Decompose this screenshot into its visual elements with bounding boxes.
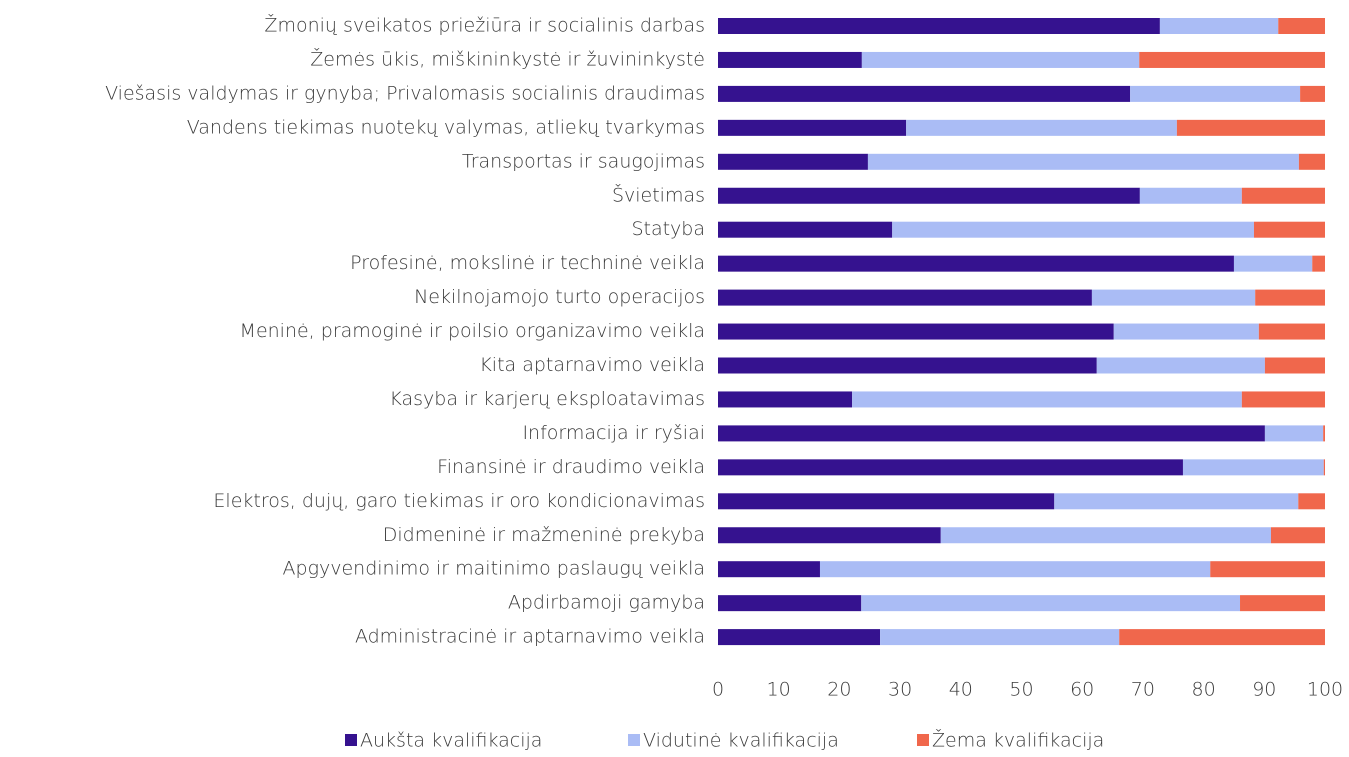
bar-segment <box>1240 595 1325 612</box>
y-tick-label: Kita aptarnavimo veikla <box>479 354 705 376</box>
y-tick-label: Nekilnojamojo turto operacijos <box>414 286 705 308</box>
bar-segment <box>718 187 1140 204</box>
bar-segment <box>906 119 1177 136</box>
bar-segment <box>1159 18 1279 34</box>
bar-segment <box>718 357 1097 374</box>
bar-segment <box>940 527 1271 544</box>
x-tick-label: 30 <box>888 679 912 701</box>
bar-segment <box>1264 425 1324 442</box>
bar-segment <box>1233 255 1313 272</box>
bar-segment <box>1255 289 1325 306</box>
bar-segment <box>718 153 868 170</box>
bar-segment <box>892 221 1254 238</box>
bar-segment <box>1278 18 1325 34</box>
bar-segment <box>1091 289 1256 306</box>
bar-segment <box>1054 493 1299 510</box>
legend-label: Žema kvalifikacija <box>932 729 1104 752</box>
bar-segment <box>718 18 1160 34</box>
x-tick-label: 40 <box>949 679 973 701</box>
legend-label: Vidutinė kvalifikacija <box>643 730 839 752</box>
bar-segment <box>718 221 893 238</box>
bar-segment <box>1323 459 1325 476</box>
x-tick-label: 20 <box>827 679 851 701</box>
y-tick-label: Apgyvendinimo ir maitinimo paslaugų veik… <box>283 558 705 580</box>
bar-segment <box>1096 357 1265 374</box>
bar-segment <box>1139 187 1242 204</box>
x-tick-label: 70 <box>1131 679 1155 701</box>
y-tick-label: Viešasis valdymas ir gynyba; Privalomasi… <box>105 82 705 104</box>
legend-swatch <box>345 734 357 746</box>
legend-label: Aukšta kvalifikacija <box>360 730 542 752</box>
y-tick-label: Administracinė ir aptarnavimo veikla <box>355 626 705 648</box>
y-tick-label: Kasyba ir karjerų eksploatavimas <box>389 388 705 410</box>
y-tick-label: Meninė, pramoginė ir poilsio organizavim… <box>240 320 705 342</box>
bar-segment <box>718 85 1131 102</box>
bar-segment <box>1323 425 1325 442</box>
x-tick-label: 90 <box>1252 679 1276 701</box>
bar-segment <box>718 527 941 544</box>
bar-segment <box>1176 119 1325 136</box>
bar-segment <box>1298 493 1325 510</box>
y-tick-label: Žmonių sveikatos priežiūra ir socialinis… <box>264 14 705 37</box>
bar-segment <box>1139 51 1325 68</box>
x-tick-label: 100 <box>1307 679 1343 701</box>
y-tick-label: Transportas ir saugojimas <box>462 150 705 172</box>
bar-segment <box>852 391 1242 408</box>
x-tick-label: 10 <box>767 679 791 701</box>
legend-swatch <box>628 734 640 746</box>
bar-segment <box>861 595 1241 612</box>
y-tick-label: Vandens tiekimas nuotekų valymas, atliek… <box>187 116 705 138</box>
bar-segment <box>1300 85 1325 102</box>
bar-segment <box>819 561 1211 578</box>
y-tick-label: Statyba <box>631 218 705 240</box>
bar-segment <box>1241 187 1325 204</box>
bar-segment <box>718 323 1114 340</box>
y-tick-label: Apdirbamoji gamyba <box>508 592 705 614</box>
y-tick-label: Finansinė ir draudimo veikla <box>437 456 705 478</box>
x-tick-label: 50 <box>1009 679 1033 701</box>
bar-segment <box>1258 323 1325 340</box>
bar-segment <box>718 629 881 646</box>
bar-segment <box>718 595 862 612</box>
bar-segment <box>718 459 1183 476</box>
bar-segment <box>861 51 1140 68</box>
bar-segment <box>718 391 853 408</box>
bar-segment <box>1312 255 1325 272</box>
bar-segment <box>867 153 1299 170</box>
y-tick-label: Švietimas <box>612 182 705 206</box>
bar-segment <box>1253 221 1325 238</box>
bar-segment <box>880 629 1120 646</box>
bar-segment <box>718 289 1092 306</box>
bar-segment <box>718 119 907 136</box>
bar-segment <box>1119 629 1325 646</box>
bar-segment <box>718 51 862 68</box>
x-tick-label: 80 <box>1192 679 1216 701</box>
bar-segment <box>1241 391 1325 408</box>
bar-segment <box>718 425 1265 442</box>
y-tick-label: Didmeninė ir mažmeninė prekyba <box>383 524 705 546</box>
legend-swatch <box>917 734 929 746</box>
bar-segment <box>1182 459 1324 476</box>
bar-segment <box>1270 527 1325 544</box>
bar-segment <box>718 561 820 578</box>
y-tick-label: Informacija ir ryšiai <box>522 422 705 444</box>
bar-segment <box>1130 85 1301 102</box>
bar-segment <box>1113 323 1259 340</box>
x-tick-label: 0 <box>712 679 724 701</box>
bar-segment <box>1298 153 1325 170</box>
x-tick-label: 60 <box>1070 679 1094 701</box>
y-tick-label: Elektros, dujų, garo tiekimas ir oro kon… <box>213 490 705 512</box>
bar-segment <box>718 255 1234 272</box>
bar-segment <box>1210 561 1325 578</box>
y-tick-label: Profesinė, mokslinė ir techninė veikla <box>350 252 705 274</box>
bar-segment <box>1264 357 1325 374</box>
y-tick-label: Žemės ūkis, miškininkystė ir žuvininkyst… <box>310 47 705 70</box>
bar-segment <box>718 493 1055 510</box>
